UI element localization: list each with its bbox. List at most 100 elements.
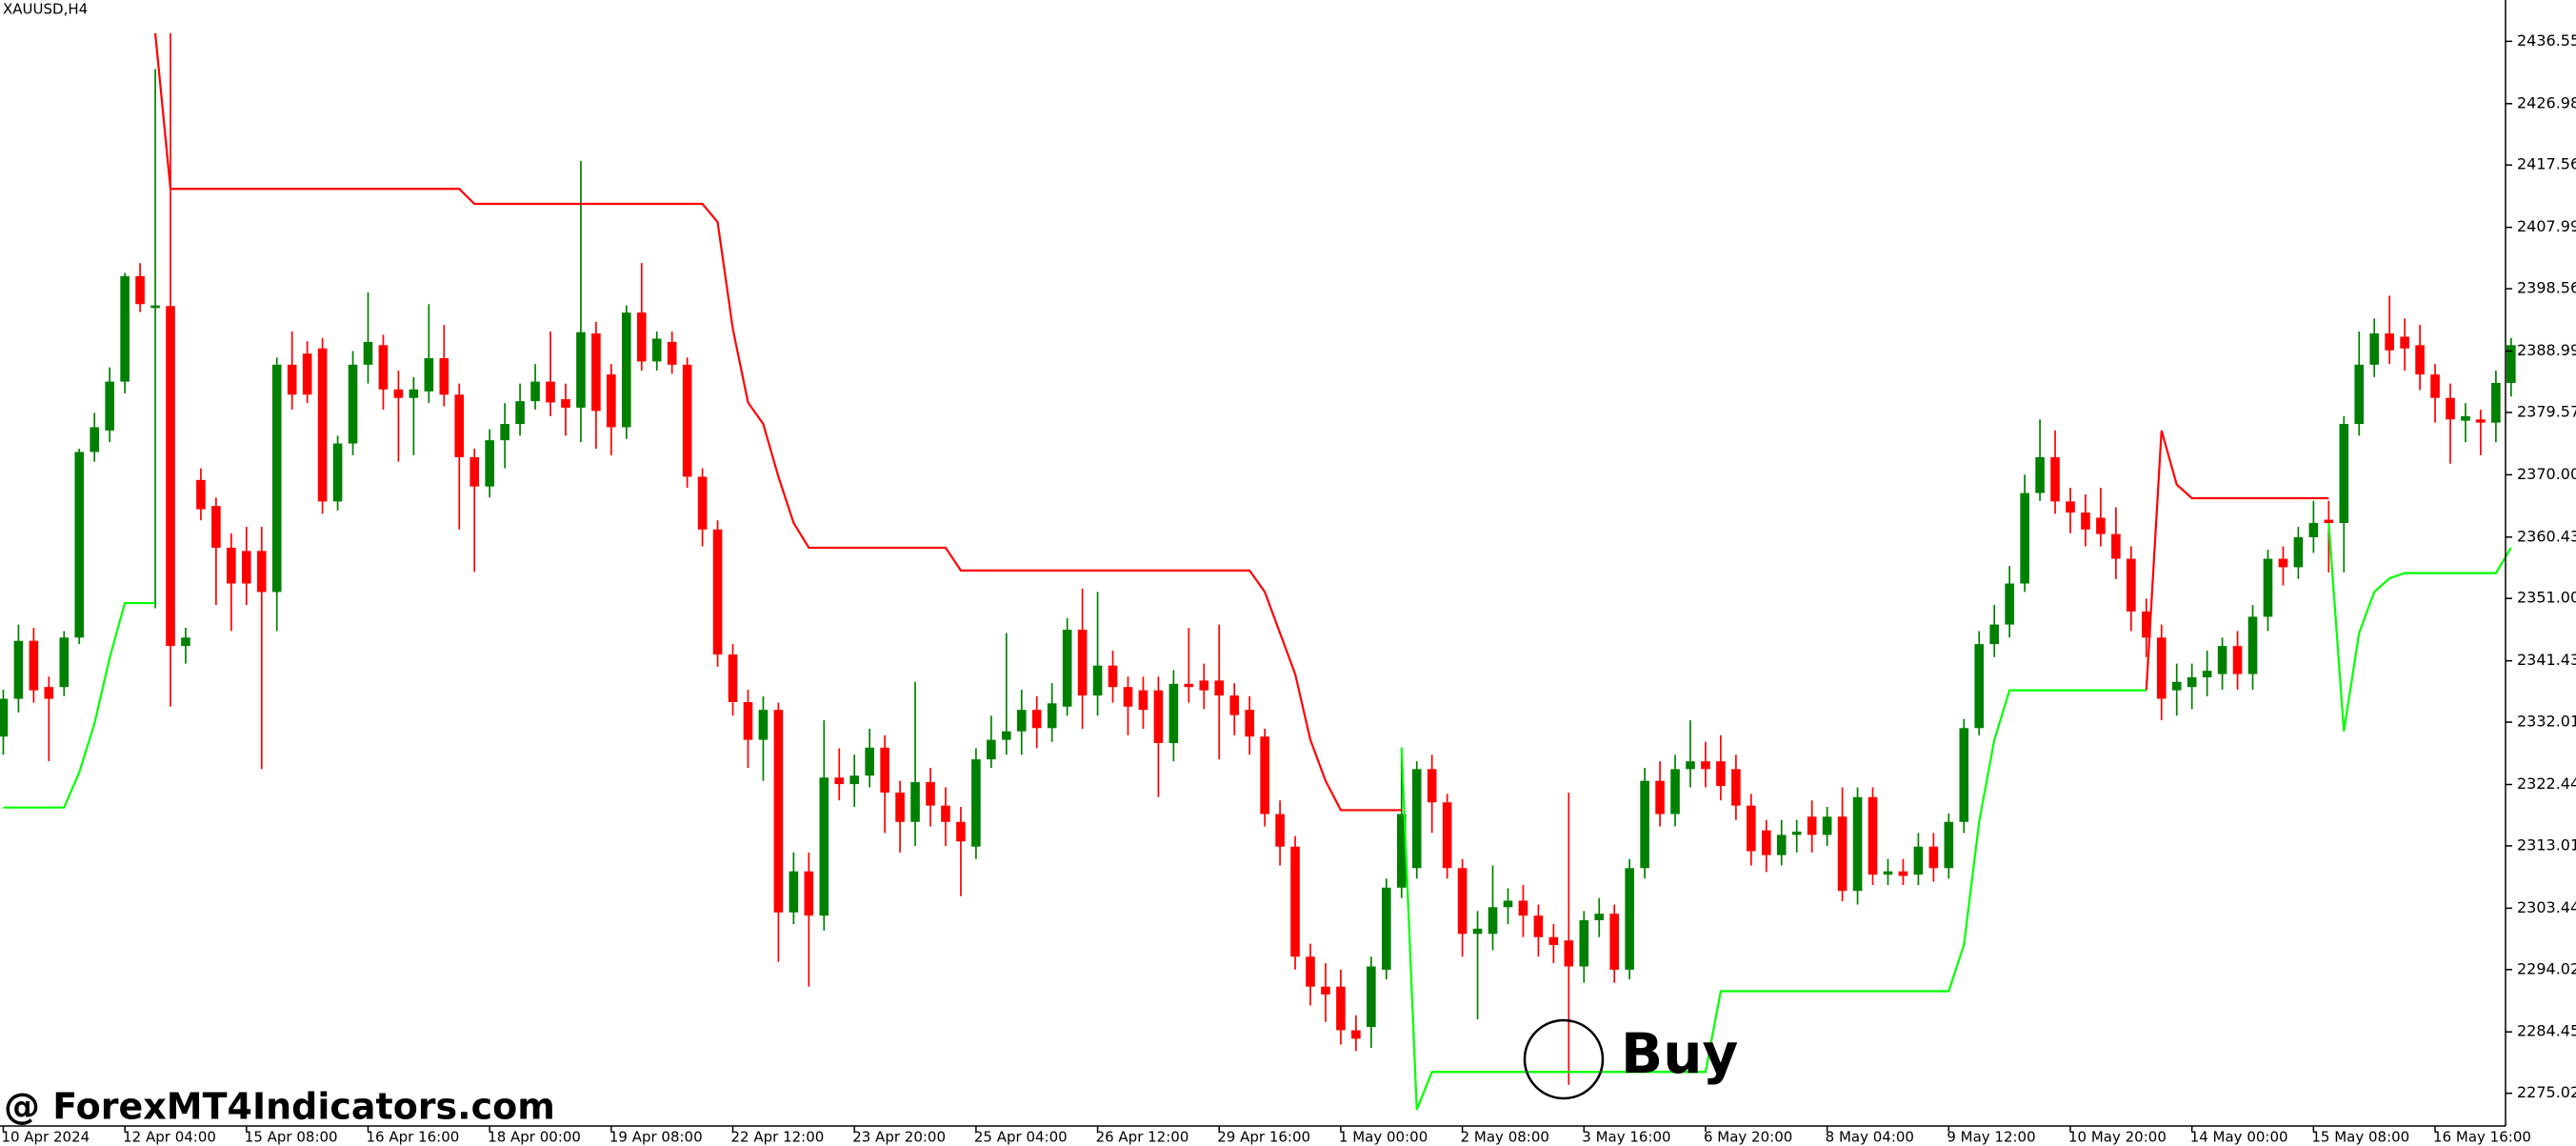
candle-body xyxy=(1275,814,1285,847)
candle-body xyxy=(2415,345,2425,375)
candle-body xyxy=(743,701,753,740)
x-tick-label: 29 Apr 16:00 xyxy=(1217,1129,1310,1146)
candle-body xyxy=(2187,676,2197,688)
y-tick-label: 2332.010 xyxy=(2517,713,2576,731)
candle-body xyxy=(1062,630,1072,707)
x-tick-label: 18 Apr 00:00 xyxy=(488,1129,581,1146)
candle-body xyxy=(2430,374,2440,398)
candle-body xyxy=(576,332,586,408)
candle-body xyxy=(2446,397,2455,420)
candle-body xyxy=(287,364,297,395)
candle-body xyxy=(1260,736,1269,814)
candle-body xyxy=(1077,630,1088,696)
candle-body xyxy=(135,275,145,305)
candle-body xyxy=(44,687,54,699)
candle-body xyxy=(1609,914,1620,970)
candle-body xyxy=(667,341,677,365)
x-tick-label: 14 May 00:00 xyxy=(2190,1129,2288,1146)
candle-body xyxy=(561,399,570,408)
candle-body xyxy=(1594,914,1605,920)
candle-body xyxy=(1245,710,1254,737)
candle-body xyxy=(2020,493,2029,584)
candle-body xyxy=(0,698,9,737)
candle-body xyxy=(1457,868,1468,935)
candle-body xyxy=(1716,761,1726,787)
candle-body xyxy=(622,312,631,428)
candle-body xyxy=(439,357,449,395)
candle-body xyxy=(2339,424,2349,523)
candle-body xyxy=(1321,986,1330,995)
candle-body xyxy=(1548,936,1559,945)
signal-circle xyxy=(1523,1018,1605,1100)
y-tick-label: 2303.445 xyxy=(2517,898,2576,916)
candle-body xyxy=(1503,900,1513,908)
candle-body xyxy=(2142,611,2151,638)
candle-body xyxy=(1002,731,1011,740)
candle-body xyxy=(1336,986,1346,1031)
candle-body xyxy=(2400,336,2409,349)
candle-body xyxy=(59,637,70,688)
candle-body xyxy=(926,782,935,806)
candle-body xyxy=(1290,846,1300,957)
candle-body xyxy=(1686,761,1695,770)
candle-body xyxy=(2035,456,2045,493)
candle-body xyxy=(242,551,251,584)
candle-body xyxy=(1564,940,1574,967)
candle-body xyxy=(13,640,24,699)
candle-body xyxy=(1047,703,1057,729)
candle-body xyxy=(302,353,312,395)
y-tick-label: 2407.990 xyxy=(2517,217,2576,235)
x-tick-label: 9 May 12:00 xyxy=(1947,1129,2035,1146)
candle-body xyxy=(1533,915,1544,937)
candle-body xyxy=(2354,364,2365,425)
candle-body xyxy=(849,775,860,785)
candle-body xyxy=(454,394,465,457)
candle-body xyxy=(1852,796,1863,892)
candle-body xyxy=(166,306,175,647)
candle-body xyxy=(1776,834,1787,855)
buy-annotation: Buy xyxy=(1621,1021,1738,1086)
candle-body xyxy=(1867,796,1878,875)
candle-body xyxy=(1625,868,1634,970)
x-tick-label: 25 Apr 04:00 xyxy=(974,1129,1068,1146)
candle-body xyxy=(2385,333,2394,351)
candle-body xyxy=(1442,802,1452,869)
candle-body xyxy=(2369,333,2380,365)
candle-body xyxy=(393,389,404,398)
candle-body xyxy=(697,476,708,530)
y-tick-label: 2436.555 xyxy=(2517,31,2576,50)
candle-body xyxy=(196,479,206,510)
y-tick-label: 2426.985 xyxy=(2517,93,2576,111)
candle-body xyxy=(1670,769,1680,814)
candle-body xyxy=(1138,690,1148,711)
candle-body xyxy=(607,374,616,428)
candle-body xyxy=(120,275,130,382)
y-tick-label: 2370.000 xyxy=(2517,465,2576,483)
candle-body xyxy=(2324,519,2334,523)
candle-body xyxy=(1928,846,1939,869)
candle-body xyxy=(2202,671,2212,677)
candle-body xyxy=(1123,687,1133,707)
candle-body xyxy=(804,871,814,916)
candle-body xyxy=(956,821,966,842)
candle-body xyxy=(728,654,738,702)
candle-body xyxy=(227,547,236,584)
candle-body xyxy=(363,341,373,365)
candle-body xyxy=(256,551,267,593)
candle-body xyxy=(591,333,601,412)
candle-body xyxy=(682,364,692,477)
candle-body xyxy=(1016,710,1027,732)
candle-body xyxy=(1959,728,1969,822)
candle-body xyxy=(1031,710,1042,729)
y-tick-label: 2275.025 xyxy=(2517,1083,2576,1101)
candle-body xyxy=(941,805,950,822)
candle-body xyxy=(1655,780,1665,814)
candle-body xyxy=(1898,871,1908,876)
candle-body xyxy=(1640,780,1649,869)
candle-body xyxy=(1974,644,1985,729)
candle-body xyxy=(910,782,920,822)
candle-body xyxy=(1427,769,1437,803)
